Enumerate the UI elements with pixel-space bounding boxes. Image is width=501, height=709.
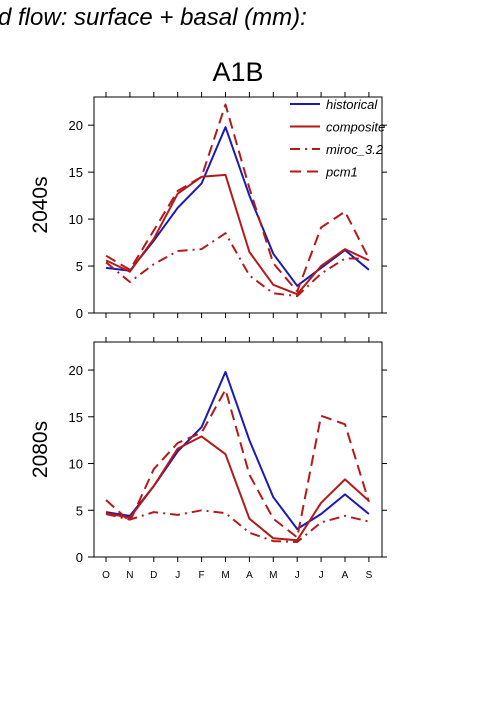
figure-suptitle: d flow: surface + basal (mm): (0, 4, 307, 31)
panel-2040s: 0 5 10 15 20 2040s (29, 92, 387, 321)
y-tick-label: 5 (76, 503, 83, 518)
plot-frame (93, 341, 383, 558)
series-line-composite (105, 435, 370, 542)
legend-label: pcm1 (325, 165, 358, 180)
figure-title: A1B (212, 57, 263, 87)
panel-2080s: 0 5 10 15 20 2080s (29, 337, 387, 565)
x-tick-label: A (342, 570, 349, 581)
series-line-composite (105, 173, 370, 296)
series-line-miroc-3-2 (105, 232, 369, 298)
y-axis-label: 2040s (29, 176, 52, 233)
x-tick-label: N (126, 570, 133, 581)
y-tick-label: 15 (69, 410, 83, 425)
y-axis-label: 2080s (29, 421, 52, 478)
x-tick-label: O (102, 570, 110, 581)
series-line-historical (105, 370, 370, 530)
series-line-pcm1 (105, 103, 370, 293)
x-tick-label: F (199, 570, 205, 581)
y-tick-label: 0 (76, 306, 83, 321)
y-tick-label: 0 (76, 550, 83, 565)
legend-label: composite (326, 120, 385, 135)
series-line-pcm1 (105, 388, 370, 539)
y-tick-label: 20 (69, 363, 83, 378)
x-tick-label: J (175, 570, 180, 581)
x-tick-label: S (366, 570, 373, 581)
x-tick-label: J (319, 570, 324, 581)
y-tick-label: 5 (76, 259, 83, 274)
x-tick-label: M (221, 570, 229, 581)
legend-label: historical (326, 97, 378, 112)
plot-frame (93, 96, 383, 314)
x-tick-label: M (269, 570, 277, 581)
x-tick-label: J (295, 570, 300, 581)
series-line-miroc-3-2 (105, 509, 370, 543)
legend: historical composite miroc_3.2 pcm1 (290, 97, 385, 180)
y-tick-label: 15 (69, 165, 83, 180)
y-tick-label: 20 (69, 118, 83, 133)
y-tick-label: 10 (69, 212, 83, 227)
x-tick-label: D (150, 570, 157, 581)
legend-label: miroc_3.2 (326, 142, 384, 157)
y-tick-label: 10 (69, 457, 83, 472)
x-tick-label: A (246, 570, 253, 581)
